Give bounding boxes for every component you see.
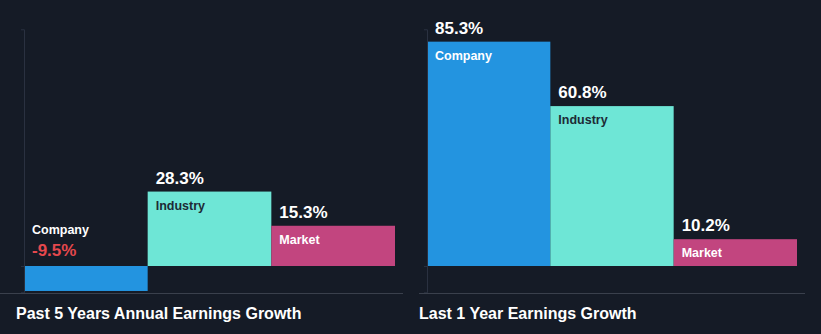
data-label: 15.3% bbox=[279, 203, 327, 222]
tick bbox=[21, 266, 24, 267]
data-label: -9.5% bbox=[32, 241, 76, 260]
background bbox=[0, 0, 821, 334]
bars bbox=[427, 42, 797, 266]
chart-title: Past 5 Years Annual Earnings Growth bbox=[16, 305, 301, 322]
category-label: Market bbox=[279, 233, 320, 247]
tick-mark bbox=[424, 266, 427, 267]
panel: 85.3% Company 60.8% Industry 10.2% Market Last… bbox=[419, 19, 805, 322]
data-label: 85.3% bbox=[435, 19, 483, 38]
panel: -9.5% Company 28.3% Industry 15.3% Market Past… bbox=[0, 30, 403, 322]
y-axis bbox=[424, 30, 428, 293]
category-label: Industry bbox=[156, 199, 205, 213]
tick bbox=[424, 266, 427, 267]
data-label: 60.8% bbox=[558, 83, 606, 102]
category-label: Company bbox=[435, 49, 492, 63]
bar bbox=[427, 42, 550, 266]
axis-line bbox=[424, 30, 428, 293]
bars bbox=[24, 192, 395, 291]
separator bbox=[0, 293, 403, 294]
axis-line bbox=[21, 30, 25, 293]
data-label: 10.2% bbox=[682, 216, 730, 235]
bar bbox=[24, 266, 148, 291]
category-label: Industry bbox=[558, 113, 607, 127]
tick-mark bbox=[21, 266, 24, 267]
category-label: Market bbox=[682, 246, 723, 260]
bar bbox=[271, 226, 395, 266]
chart-title: Last 1 Year Earnings Growth bbox=[419, 305, 637, 322]
y-axis bbox=[21, 30, 25, 293]
bar bbox=[674, 239, 797, 266]
category-label: Company bbox=[32, 223, 89, 237]
chart-canvas: -9.5% Company 28.3% Industry 15.3% Market Past… bbox=[0, 0, 821, 334]
bar bbox=[550, 106, 673, 266]
separator bbox=[419, 293, 805, 294]
data-label: 28.3% bbox=[156, 169, 204, 188]
bar bbox=[148, 192, 272, 266]
